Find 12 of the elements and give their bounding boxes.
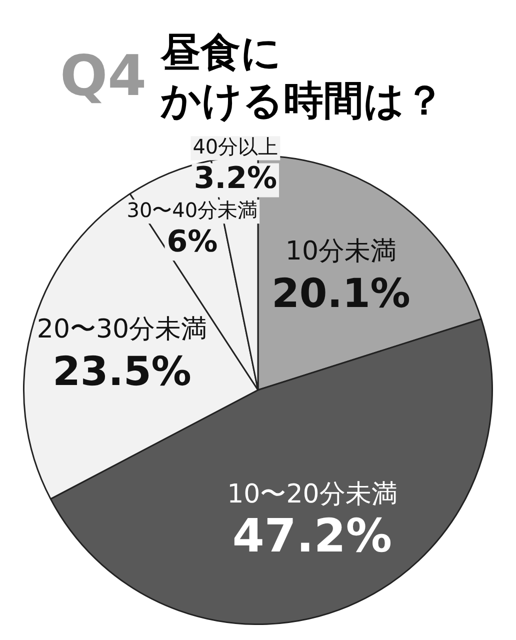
data-label: 23.5% xyxy=(52,349,192,396)
slice-label: 10分未満 xyxy=(285,236,397,266)
data-label: 3.2% xyxy=(194,161,278,196)
data-label: 47.2% xyxy=(232,508,392,563)
text: Q4 xyxy=(60,44,147,111)
slice-label: 20〜30分未満 xyxy=(36,314,208,344)
data-label: 6% xyxy=(166,224,218,260)
data-label: 20.1% xyxy=(272,270,410,317)
slice-label: 40分以上 xyxy=(192,134,278,158)
slice-label: 30〜40分未満 xyxy=(126,198,258,222)
slice-label: 10〜20分未満 xyxy=(227,479,398,510)
chart-title: 昼食にかける時間は？ xyxy=(160,29,446,126)
